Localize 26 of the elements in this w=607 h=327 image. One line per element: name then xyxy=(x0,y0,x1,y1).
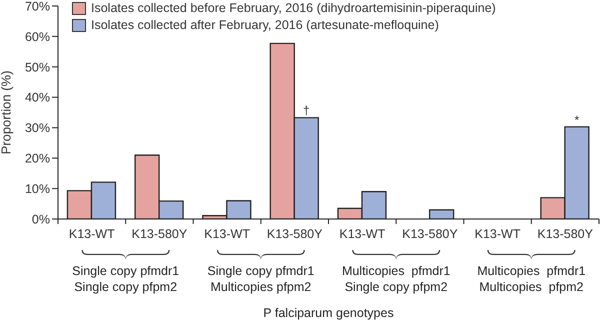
data-label: * xyxy=(574,112,580,127)
y-tick-label: 30% xyxy=(24,121,50,136)
data-label: † xyxy=(303,104,310,118)
text: Single copy pfmdr1 Single copy pfpm2 xyxy=(72,264,180,294)
x-tick-label: K13-580Y xyxy=(402,226,458,241)
y-axis-title: Proportion (%) xyxy=(0,70,14,154)
text: Multicopies pfmdr1 Multicopies pfpm2 xyxy=(477,264,586,294)
y-tick-label: 40% xyxy=(24,90,50,105)
text: Multicopies pfmdr1 Single copy pfpm2 xyxy=(342,264,450,294)
x-tick-label: K13-WT xyxy=(474,226,521,241)
text: P falciparum genotypes xyxy=(263,306,394,320)
legend-label: Isolates collected after February, 2016 (artesunate-mefloquine) xyxy=(91,17,439,34)
x-tick-label: K13-580Y xyxy=(132,226,188,241)
text: Single copy pfmdr1 Multicopies pfpm2 xyxy=(207,264,314,294)
y-tick-label: 10% xyxy=(24,182,50,196)
x-tick-label: K13-WT xyxy=(339,226,386,241)
y-tick-label: 50% xyxy=(24,60,50,74)
y-tick-label: 60% xyxy=(24,30,50,44)
x-tick-label: K13-580Y xyxy=(266,226,324,241)
y-tick-label: 0% xyxy=(32,212,50,226)
x-tick-label: K13-WT xyxy=(68,226,116,241)
y-tick-label: 70% xyxy=(24,0,50,14)
legend-label: Isolates collected before February, 2016 (dihydroartemisinin-piperaquine) xyxy=(91,0,496,17)
x-tick-label: K13-WT xyxy=(204,226,250,241)
x-tick-label: K13-580Y xyxy=(537,226,594,241)
y-tick-label: 20% xyxy=(24,152,50,166)
